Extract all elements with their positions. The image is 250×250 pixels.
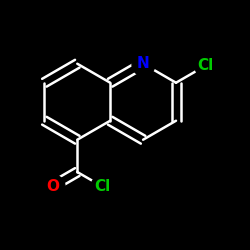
Text: N: N (137, 56, 149, 71)
Text: O: O (46, 179, 59, 194)
Text: Cl: Cl (198, 58, 214, 73)
Text: Cl: Cl (94, 179, 110, 194)
